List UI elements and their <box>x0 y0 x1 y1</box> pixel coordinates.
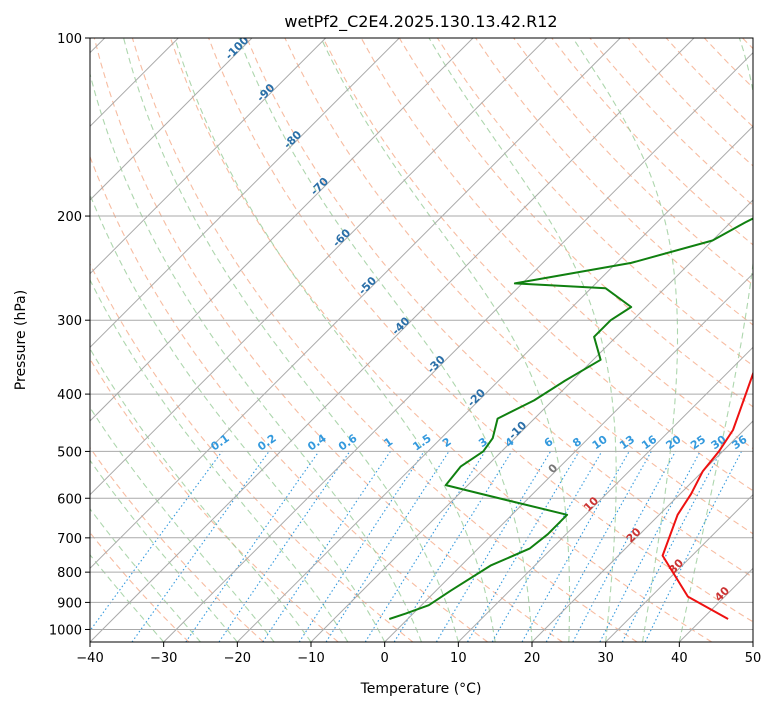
x-tick-label: −20 <box>224 651 251 666</box>
moist-adiabat <box>678 38 753 642</box>
moist-adiabat <box>123 38 459 642</box>
y-tick-label: 700 <box>57 532 82 547</box>
dry-adiabat <box>246 38 753 579</box>
moist-adiabat <box>428 38 617 642</box>
dewpoint-profile-line <box>388 217 753 620</box>
x-tick-label: 50 <box>745 651 762 666</box>
x-tick-label: −10 <box>297 651 324 666</box>
x-tick-label: 30 <box>597 651 614 666</box>
mixing-ratio-line <box>262 451 391 642</box>
moist-adiabat <box>90 193 386 642</box>
isotherm <box>236 125 753 642</box>
y-tick-label: 900 <box>57 596 82 611</box>
isotherm <box>90 38 695 642</box>
dry-adiabat <box>90 262 414 642</box>
mixing-ratio-line <box>621 451 722 642</box>
dry-adiabat <box>131 38 638 642</box>
y-tick-label: 500 <box>57 445 82 460</box>
mixing-ratio-line <box>218 451 351 642</box>
y-axis: 100 200 300 400 500 600 700 800 900 1000 <box>49 32 90 638</box>
dry-adiabat <box>284 38 753 535</box>
isotherm <box>457 346 753 642</box>
mixing-ratio-line <box>572 451 676 642</box>
dry-adiabat <box>475 38 753 326</box>
y-tick-label: 1000 <box>49 623 82 638</box>
x-tick-label: 0 <box>381 651 389 666</box>
moist-adiabat <box>174 38 496 642</box>
mixing-ratio-line <box>298 451 425 642</box>
isotherm <box>605 493 753 642</box>
x-axis-title: Temperature (°C) <box>360 681 482 697</box>
y-tick-label: 400 <box>57 388 82 403</box>
dry-adiabat <box>93 38 563 642</box>
isotherm <box>90 38 548 496</box>
moist-adiabat <box>90 406 275 642</box>
dry-adiabat <box>90 358 339 642</box>
y-tick-label: 300 <box>57 314 82 329</box>
x-tick-label: 40 <box>671 651 688 666</box>
isotherm <box>90 38 400 349</box>
profile-lines <box>388 217 753 620</box>
moist-adiabat <box>320 38 571 642</box>
moist-adiabat <box>238 38 533 642</box>
y-axis-title: Pressure (hPa) <box>13 290 29 390</box>
mixing-ratio-line <box>185 451 320 642</box>
isotherm <box>163 51 753 642</box>
mixing-ratio-line <box>545 451 652 642</box>
moist-adiabat <box>90 278 349 642</box>
chart-title: wetPf2_C2E4.2025.130.13.42.R12 <box>284 12 557 32</box>
moist-adiabat <box>90 459 238 642</box>
dry-adiabat <box>208 38 753 623</box>
x-tick-label: 20 <box>524 651 541 666</box>
y-tick-label: 100 <box>57 32 82 47</box>
isotherm <box>384 272 753 642</box>
moist-adiabat <box>90 507 201 642</box>
y-tick-label: 200 <box>57 210 82 225</box>
x-tick-label: −40 <box>76 651 103 666</box>
mixing-ratio-line <box>90 451 223 632</box>
moist-adiabat <box>90 553 165 642</box>
y-tick-label: 600 <box>57 492 82 507</box>
moist-adiabat <box>572 38 679 642</box>
dry-adiabat <box>322 38 753 492</box>
plot-frame <box>89 37 754 643</box>
x-tick-label: −30 <box>150 651 177 666</box>
mixing-ratio-line <box>644 451 742 642</box>
x-tick-label: 10 <box>450 651 467 666</box>
temperature-profile-line <box>661 370 753 620</box>
isotherm <box>90 38 621 570</box>
dry-adiabats <box>90 38 753 642</box>
mixing-ratio-line <box>325 451 450 642</box>
isotherm <box>90 38 474 422</box>
isotherm <box>531 420 753 642</box>
dry-adiabat <box>90 446 264 642</box>
y-tick-label: 800 <box>57 566 82 581</box>
isotherm <box>90 38 327 275</box>
isotherm <box>310 199 753 642</box>
moist-adiabat <box>90 72 423 642</box>
dry-adiabat <box>513 38 753 286</box>
x-axis: −40 −30 −20 −10 0 10 20 30 40 50 <box>76 642 761 666</box>
isotherm <box>90 38 253 201</box>
mixing-ratio-line <box>521 451 630 642</box>
pressure-gridlines <box>90 38 753 630</box>
plot-area: -100-90-80-70-60-50-40-30-20-10010203040… <box>90 38 753 642</box>
skewed-isotherms <box>90 38 753 642</box>
